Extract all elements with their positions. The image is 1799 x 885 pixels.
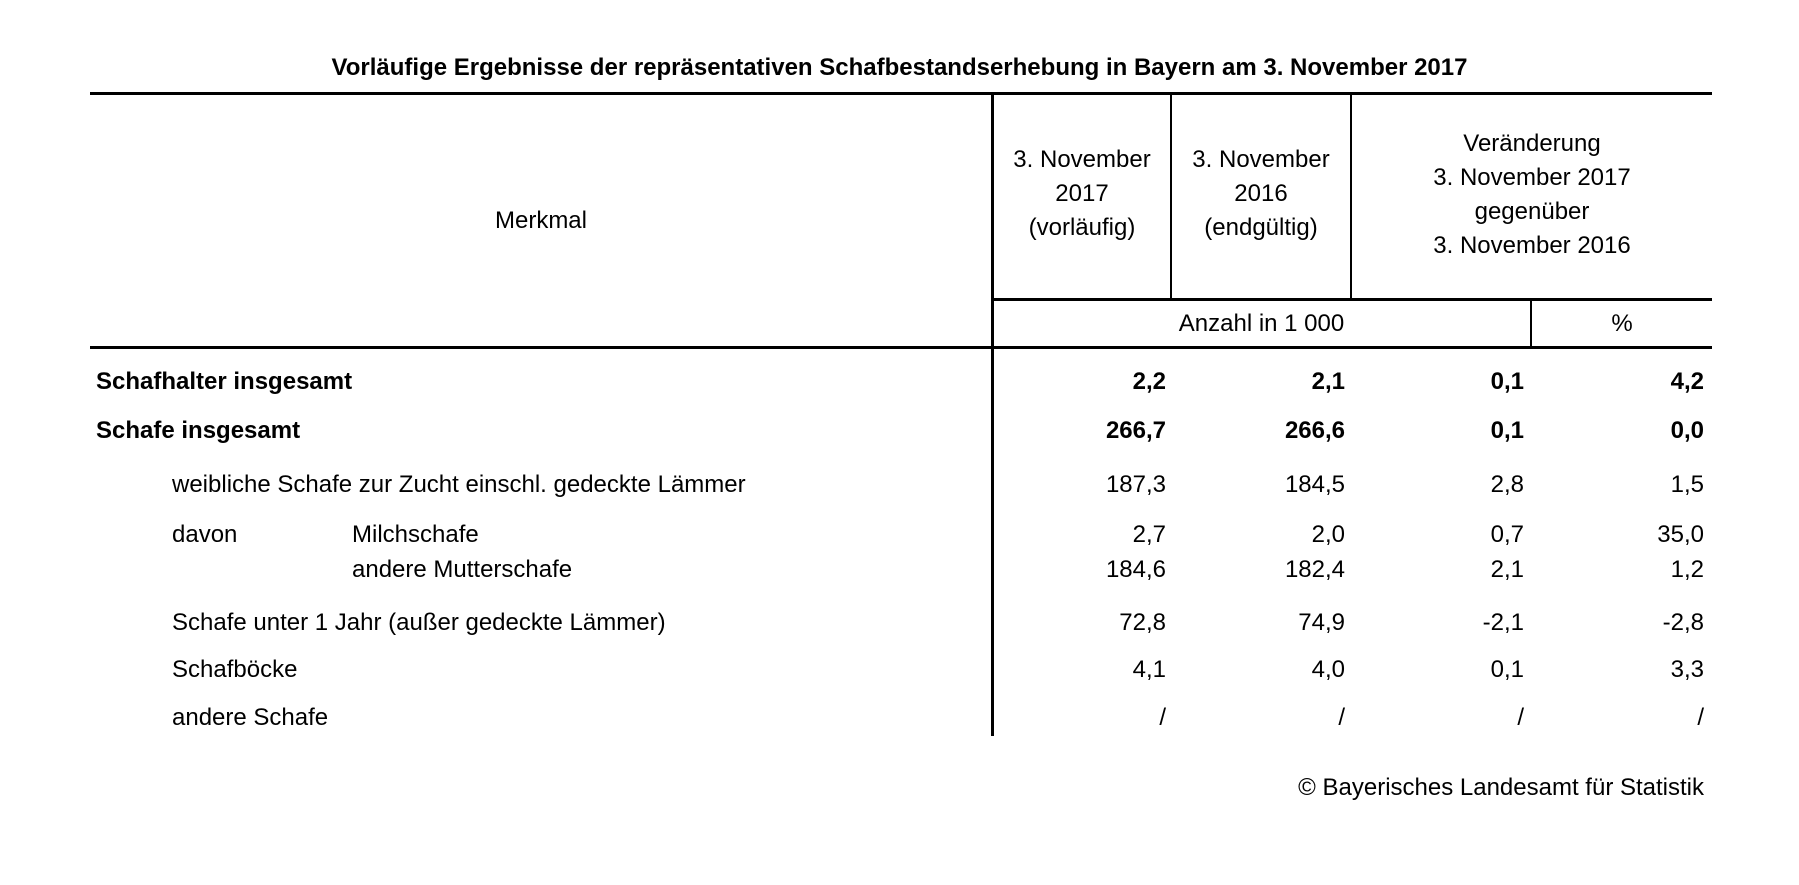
cell-diff: 0,1 [1490,368,1524,395]
header-line: 2016 [1234,180,1288,207]
col-rule-3 [1530,299,1532,347]
cell-v2016: 182,4 [1284,556,1345,583]
header-line: gegenüber [1474,198,1590,225]
header-line: 3. November 2016 [1433,232,1631,259]
cell-pct: / [1697,704,1704,731]
cell-v2017: 187,3 [1105,471,1166,498]
cell-v2017: / [1159,704,1166,731]
row-prefix: davon [172,521,238,548]
top-rule [90,92,1712,95]
cell-v2017: 2,7 [1132,521,1166,548]
header-line: (endgültig) [1204,214,1318,241]
row-label: andere Schafe [172,704,329,731]
cell-diff: 2,1 [1490,556,1524,583]
main-vertical-rule [991,93,994,736]
header-col-2016: 3. November 2016 (endgültig) [1172,143,1350,245]
cell-v2016: 184,5 [1284,471,1345,498]
unit-count: Anzahl in 1 000 [1178,310,1345,337]
cell-diff: 0,1 [1490,417,1524,444]
cell-pct: 35,0 [1657,521,1704,548]
header-line: 3. November [1192,146,1330,173]
header-line: 2017 [1055,180,1109,207]
cell-v2016: / [1338,704,1345,731]
cell-v2017: 72,8 [1119,609,1166,636]
cell-diff: 0,1 [1490,656,1524,683]
cell-pct: 0,0 [1670,417,1704,444]
cell-v2016: 2,0 [1311,521,1345,548]
unit-percent: % [1611,310,1633,337]
cell-diff: / [1517,704,1524,731]
cell-v2017: 184,6 [1105,556,1166,583]
header-col-change: Veränderung 3. November 2017 gegenüber 3… [1352,127,1712,263]
row-label: weibliche Schafe zur Zucht einschl. gede… [172,471,746,498]
cell-diff: -2,1 [1482,609,1524,636]
cell-pct: -2,8 [1662,609,1704,636]
cell-diff: 0,7 [1490,521,1524,548]
col-rule-1 [1170,93,1172,299]
cell-v2016: 266,6 [1284,417,1345,444]
cell-pct: 4,2 [1670,368,1704,395]
header-rule [992,298,1712,301]
cell-v2016: 74,9 [1298,609,1345,636]
header-line: Veränderung [1463,130,1601,157]
cell-v2017: 4,1 [1132,656,1166,683]
copyright-footer: © Bayerisches Landesamt für Statistik [1298,774,1704,801]
cell-v2016: 4,0 [1311,656,1345,683]
cell-pct: 1,2 [1670,556,1704,583]
row-label: Milchschafe [352,521,479,548]
cell-v2016: 2,1 [1311,368,1345,395]
cell-diff: 2,8 [1490,471,1524,498]
cell-pct: 1,5 [1670,471,1704,498]
col-rule-2 [1350,93,1352,299]
header-col-2017: 3. November 2017 (vorläufig) [993,143,1171,245]
row-label: Schafe unter 1 Jahr (außer gedeckte Lämm… [172,609,666,636]
header-line: (vorläufig) [1028,214,1136,241]
row-label: Schafe insgesamt [96,417,301,444]
row-label: Schafhalter insgesamt [96,368,353,395]
header-merkmal: Merkmal [494,207,587,234]
row-label: Schafböcke [172,656,298,683]
cell-v2017: 2,2 [1132,368,1166,395]
row-label: andere Mutterschafe [352,556,573,583]
table-title: Vorläufige Ergebnisse der repräsentative… [331,54,1468,81]
header-line: 3. November 2017 [1433,164,1631,191]
cell-pct: 3,3 [1670,656,1704,683]
header-line: 3. November [1013,146,1151,173]
body-rule [90,346,1712,349]
cell-v2017: 266,7 [1105,417,1166,444]
